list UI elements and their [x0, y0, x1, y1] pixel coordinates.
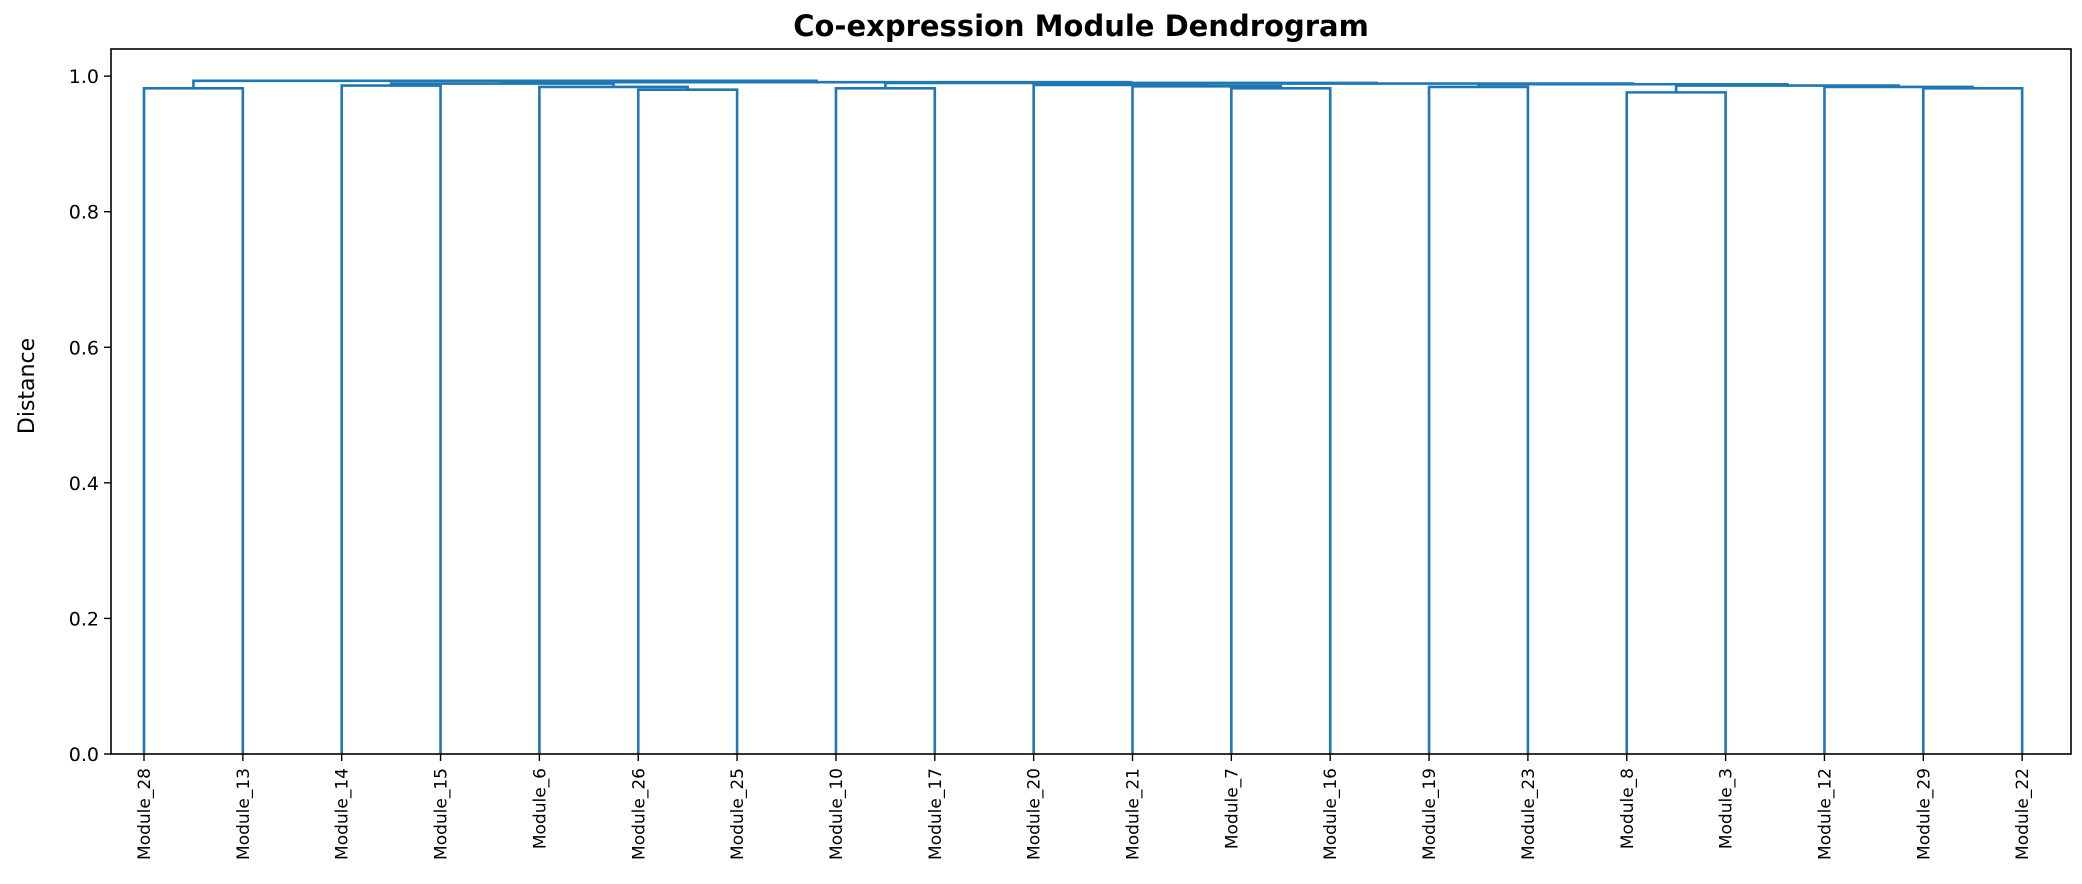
leaf-label: Module_3 — [1717, 768, 1737, 849]
y-tick-label: 0.0 — [69, 744, 99, 766]
leaf-label: Module_13 — [234, 768, 254, 860]
leaf-label: Module_6 — [530, 768, 550, 849]
leaf-label: Module_25 — [728, 768, 748, 860]
leaf-label: Module_26 — [629, 768, 649, 860]
leaf-label: Module_17 — [926, 768, 946, 860]
y-tick-label: 0.2 — [69, 608, 99, 630]
y-tick-label: 0.4 — [69, 473, 99, 495]
y-axis-label: Distance — [15, 338, 40, 434]
dendrogram-link — [1131, 84, 1283, 754]
dendrogram-link — [501, 80, 1133, 84]
leaf-label: Module_15 — [432, 768, 452, 860]
leaf-label: Module_14 — [333, 768, 353, 860]
y-tick-label: 0.6 — [69, 337, 99, 359]
leaf-label: Module_28 — [135, 768, 155, 860]
dendrogram-link — [192, 79, 818, 89]
leaf-label: Module_7 — [1222, 768, 1242, 849]
axes-frame — [110, 48, 2072, 755]
dendrogram-link — [340, 84, 442, 754]
y-tick-label: 1.0 — [69, 66, 99, 88]
leaf-label: Module_19 — [1420, 768, 1440, 860]
leaf-label: Module_29 — [1914, 768, 1934, 860]
leaf-label: Module_10 — [827, 768, 847, 860]
leaf-label: Module_16 — [1321, 768, 1341, 860]
leaf-label: Module_22 — [2013, 768, 2033, 860]
dendrogram-link — [1032, 83, 1208, 754]
dendrogram-link — [636, 88, 739, 754]
chart-title: Co-expression Module Dendrogram — [793, 9, 1369, 43]
dendrogram-link — [1674, 84, 1900, 93]
y-tick-label: 0.8 — [69, 202, 99, 224]
leaf-label: Module_8 — [1618, 768, 1638, 849]
x-axis-ticks: Module_28 Module_13 Module_14 Module_15 Modu… — [135, 754, 2033, 860]
y-axis-ticks: 0.0 0.2 0.4 0.6 0.8 1.0 — [69, 66, 111, 766]
leaf-label: Module_20 — [1025, 768, 1045, 860]
leaf-label: Module_23 — [1519, 768, 1539, 860]
leaf-label: Module_21 — [1124, 768, 1144, 860]
dendrogram-links — [142, 79, 2024, 754]
leaf-label: Module_12 — [1815, 768, 1835, 860]
